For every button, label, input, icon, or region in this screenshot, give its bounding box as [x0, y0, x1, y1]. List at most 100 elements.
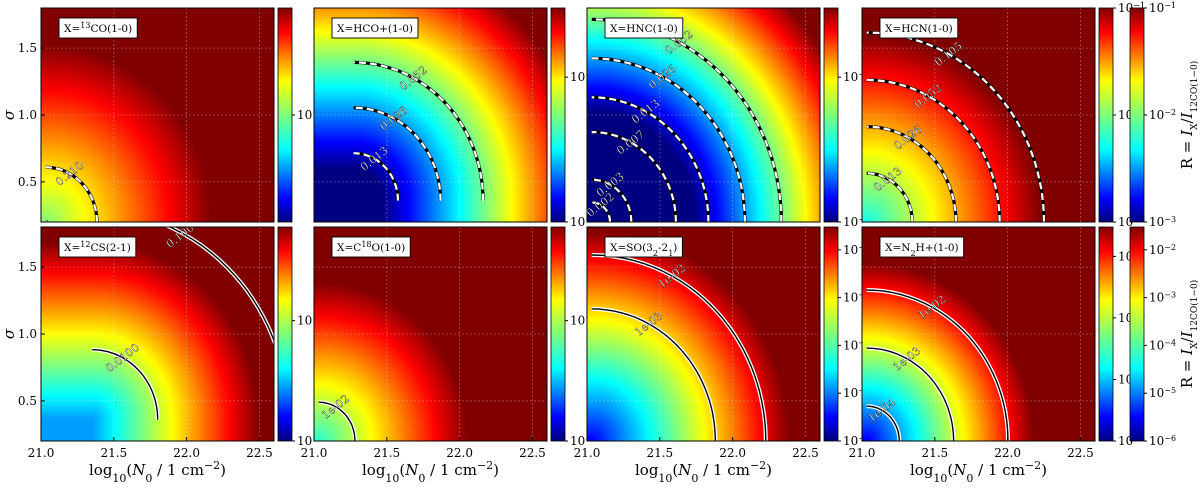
contour-line — [591, 308, 716, 441]
contour-line — [318, 401, 356, 441]
x-tick-label: 21.5 — [921, 446, 948, 460]
panel-4: 0.0130.0260.0520.105X=HCN(1-0)10−110−210… — [861, 1, 1145, 229]
x-tick-label: 22.0 — [446, 446, 473, 460]
colorbar-gradient — [277, 7, 293, 223]
x-tick-label: 22.0 — [719, 446, 746, 460]
colorbar-tick-label: 10−2 — [1149, 108, 1176, 123]
y-axis-title: σ — [0, 328, 18, 339]
colorbar-gradient — [823, 7, 839, 223]
x-tick-label: 22.0 — [994, 446, 1021, 460]
contour-line — [591, 96, 710, 222]
x-tick-label: 21.5 — [646, 446, 673, 460]
x-tick-label: 21.0 — [301, 446, 328, 460]
axes-frame — [313, 226, 548, 442]
panel-label-text: X=N2H+(1-0) — [885, 242, 959, 258]
contour-line — [353, 152, 400, 201]
contour-line — [591, 254, 767, 441]
colorbar-gradient — [1098, 226, 1114, 442]
x-axis-title: log10(N0 / 1 cm−2) — [910, 459, 1047, 485]
panel-label-text: X=HCO+(1-0) — [337, 23, 413, 35]
colorbar-tick-label: 10−1 — [1149, 1, 1176, 16]
contour-line — [866, 172, 914, 222]
y-tick-label: 0.5 — [18, 394, 37, 408]
right-colorbar-top: 10−1 10−2 10−3 R = IX/I12CO(1−0) — [1129, 1, 1200, 230]
panel-3: 0.0020.0030.0070.0130.0260.052X=HNC(1-0)… — [586, 7, 870, 229]
colorbar-tick-label: 10−1 — [1118, 1, 1145, 16]
heatmap-image — [41, 8, 274, 222]
y-tick-label: 1.5 — [18, 260, 37, 274]
colorbar-tick-label: 10−4 — [1149, 338, 1176, 353]
contour-line — [45, 166, 98, 222]
contour-line — [866, 405, 900, 441]
x-tick-label: 21.5 — [373, 446, 400, 460]
contour-line — [353, 61, 485, 201]
colorbar-gradient — [1129, 7, 1145, 223]
x-tick-label: 21.0 — [28, 446, 55, 460]
y-tick-label: 1.0 — [18, 108, 37, 122]
colorbar-gradient — [823, 226, 839, 442]
x-tick-label: 21.5 — [100, 446, 127, 460]
contour-line — [591, 18, 783, 222]
panel-label: X=N2H+(1-0) — [879, 236, 965, 258]
colorbar-gradient — [1129, 226, 1145, 442]
panel-label-text: X=SO(32-21) — [610, 242, 677, 258]
contour-line — [167, 227, 274, 343]
x-tick-label: 22.5 — [1067, 446, 1094, 460]
panel-label-box — [604, 236, 683, 258]
panel-label: X=SO(32-21) — [604, 236, 683, 258]
contour-line — [866, 289, 1009, 441]
panel-label-text: X=HCN(1-0) — [885, 23, 953, 35]
panel-label-box — [58, 236, 137, 258]
contour-outline — [591, 178, 633, 222]
colorbar: 10−110−210−3 — [1098, 1, 1145, 229]
x-tick-label: 21.0 — [574, 446, 601, 460]
panel-label: X=12CS(2-1) — [58, 236, 137, 258]
contour-line — [866, 78, 1001, 222]
colorbar: 10−210−3 — [550, 226, 597, 448]
heatmap-image — [862, 227, 1095, 441]
panel-label: X=HNC(1-0) — [604, 17, 684, 39]
panel-label-text: X=13CO(1-0) — [64, 21, 132, 36]
y-tick-label: 1.0 — [18, 327, 37, 341]
panel-label-text: X=C18O(1-0) — [337, 240, 405, 255]
x-tick-label: 22.5 — [792, 446, 819, 460]
panel-label-box — [879, 17, 959, 39]
colorbar-gradient — [1098, 7, 1114, 223]
x-tick-label: 22.0 — [173, 446, 200, 460]
heatmap-image — [587, 227, 820, 441]
panel-label-box — [58, 17, 138, 39]
colorbar-title: R = IX/I12CO(1−0) — [1178, 280, 1200, 389]
right-colorbar-bottom: 10−2 10−3 10−4 10−5 10−6 R = IX/I12CO(1−0) — [1129, 226, 1200, 449]
colorbar-tick-label: 10−2 — [1149, 242, 1176, 257]
x-axis-title: log10(N0 / 1 cm−2) — [362, 459, 499, 485]
colorbar-tick-label: 10−3 — [1149, 215, 1176, 230]
heatmap-image — [314, 227, 547, 441]
contour-line — [866, 347, 955, 441]
panel-label: X=13CO(1-0) — [58, 17, 138, 39]
colorbar-tick-label: 10−3 — [1149, 290, 1176, 305]
axes-frame — [586, 226, 821, 442]
x-tick-label: 22.5 — [246, 446, 273, 460]
heatmap-image — [862, 8, 1095, 222]
colorbar-title: R = IX/I12CO(1−0) — [1178, 61, 1200, 170]
panel-6: 1e-02X=C18O(1-0)21.0 21.5 22.0 22.5log10(N0… — [301, 226, 597, 485]
panel-label-box — [331, 17, 419, 39]
contour-line — [591, 201, 612, 222]
colorbar-tick-label: 10−6 — [1149, 434, 1176, 449]
panel-label-text: X=12CS(2-1) — [64, 240, 131, 255]
contour-line — [866, 125, 957, 222]
panel-label-box — [879, 236, 965, 258]
x-tick-label: 21.0 — [849, 446, 876, 460]
contour-line — [92, 349, 159, 420]
colorbar-gradient — [550, 7, 566, 223]
axes-frame — [313, 7, 548, 223]
panel-label-text: X=HNC(1-0) — [610, 23, 678, 35]
panel-label: X=HCO+(1-0) — [331, 17, 419, 39]
